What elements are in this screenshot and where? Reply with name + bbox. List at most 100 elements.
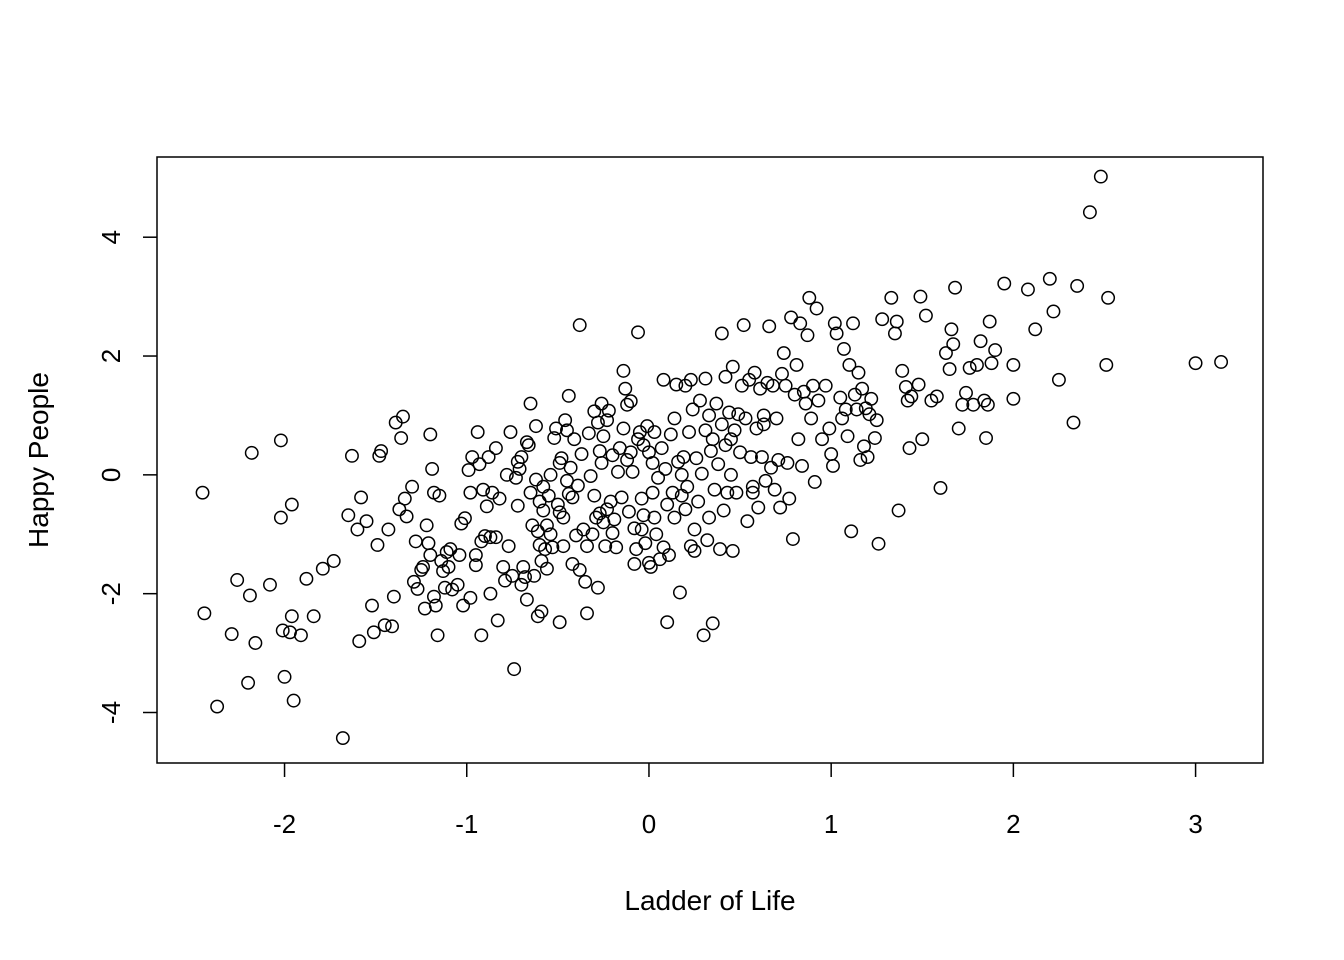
data-point — [335, 731, 350, 745]
data-point — [698, 371, 713, 386]
data-point — [631, 325, 645, 340]
data-point — [620, 453, 635, 467]
data-point — [1082, 205, 1097, 220]
data-point — [354, 490, 369, 505]
data-point — [649, 527, 664, 542]
data-point — [273, 510, 288, 525]
data-point — [875, 312, 890, 327]
data-point — [293, 628, 308, 643]
data-point — [933, 480, 948, 495]
data-point — [627, 521, 642, 536]
data-point — [667, 411, 682, 426]
data-point — [561, 486, 576, 501]
data-point — [580, 539, 594, 554]
data-point — [902, 441, 917, 456]
data-point — [782, 491, 797, 506]
data-point — [827, 316, 842, 331]
data-point — [775, 366, 789, 381]
data-point — [680, 479, 695, 494]
data-point — [195, 485, 210, 500]
data-point — [944, 322, 959, 337]
data-point — [887, 326, 902, 341]
data-point — [853, 453, 868, 467]
data-point — [478, 529, 492, 543]
data-point — [457, 511, 472, 526]
data-point — [536, 503, 551, 518]
data-point — [581, 426, 596, 441]
data-point — [481, 450, 496, 464]
data-point — [674, 467, 689, 482]
data-point — [572, 562, 587, 577]
data-point — [386, 589, 401, 604]
data-point — [959, 385, 973, 400]
data-point — [840, 429, 855, 444]
data-point — [549, 421, 563, 436]
data-point — [784, 310, 799, 325]
data-point — [645, 485, 660, 500]
data-point — [567, 432, 582, 447]
data-point — [669, 377, 684, 392]
data-point — [842, 357, 857, 372]
data-point — [984, 356, 999, 371]
data-point — [601, 403, 616, 418]
data-point — [514, 450, 529, 464]
data-point — [791, 432, 806, 447]
data-point — [789, 357, 804, 372]
data-point — [891, 503, 906, 518]
data-point — [1006, 391, 1021, 406]
data-point — [667, 510, 682, 525]
data-point — [1070, 278, 1085, 293]
data-point — [643, 559, 658, 574]
data-point — [740, 514, 755, 529]
data-point — [570, 478, 585, 493]
data-point — [767, 482, 782, 497]
data-point — [501, 539, 516, 554]
data-point — [594, 396, 609, 411]
data-point — [836, 341, 851, 356]
data-point — [749, 421, 764, 436]
data-point — [620, 397, 635, 412]
data-point — [654, 441, 669, 456]
data-point — [724, 467, 738, 482]
data-point — [714, 326, 729, 341]
x-tick-label: 0 — [642, 809, 656, 839]
data-point — [722, 405, 737, 420]
data-point — [583, 469, 598, 483]
data-point — [518, 570, 533, 584]
data-point — [645, 456, 660, 470]
data-point — [545, 540, 560, 555]
data-point — [660, 615, 675, 630]
data-point — [326, 554, 341, 568]
data-point — [616, 421, 631, 436]
data-point — [432, 488, 447, 503]
data-point — [306, 609, 321, 624]
data-point — [871, 536, 886, 551]
data-point — [609, 540, 624, 555]
data-point — [835, 411, 850, 426]
data-point — [1093, 169, 1108, 184]
data-point — [702, 510, 717, 525]
data-point — [523, 485, 538, 500]
data-point — [596, 429, 611, 444]
data-point — [696, 628, 711, 643]
data-point — [913, 289, 928, 304]
data-point — [889, 314, 904, 329]
data-point — [210, 699, 225, 714]
data-point — [284, 609, 299, 624]
data-point — [776, 346, 791, 361]
data-point — [614, 490, 629, 505]
data-point — [689, 451, 704, 466]
data-point — [727, 423, 742, 438]
data-point — [904, 389, 919, 404]
y-tick-label: 2 — [96, 349, 126, 363]
data-point — [552, 615, 567, 630]
data-point — [248, 636, 263, 650]
x-tick-label: 2 — [1006, 809, 1020, 839]
data-point — [636, 508, 651, 523]
data-point — [556, 539, 571, 554]
data-point — [488, 530, 503, 545]
data-point — [724, 432, 738, 447]
data-point — [519, 592, 534, 607]
data-point — [365, 598, 379, 613]
